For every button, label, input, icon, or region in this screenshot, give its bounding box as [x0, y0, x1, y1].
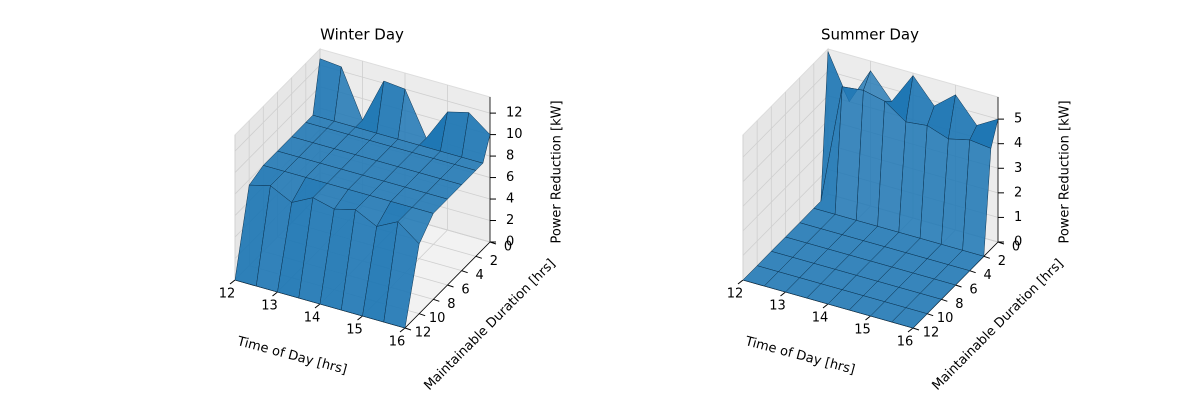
z-axis-label: Power Reduction [kW]: [1058, 100, 1073, 243]
z-tick-label: 4: [1014, 136, 1022, 151]
z-tick-label: 5: [1014, 112, 1022, 127]
y-tick-label: 8: [955, 297, 963, 312]
tick-mark: [737, 279, 744, 285]
y-tick-label: 10: [429, 311, 446, 326]
tick-mark: [272, 291, 278, 297]
z-tick-label: 3: [1014, 161, 1022, 176]
y-tick-label: 4: [984, 268, 992, 283]
z-tick-label: 6: [506, 170, 514, 185]
tick-mark: [419, 313, 426, 317]
tick-mark: [780, 291, 786, 297]
z-tick-label: 8: [506, 149, 514, 164]
grid-line: [742, 169, 829, 256]
x-tick-label: 12: [219, 287, 236, 302]
z-tick-label: 0: [506, 235, 514, 250]
tick-mark: [404, 327, 412, 331]
x-tick-label: 14: [304, 311, 321, 326]
tick-mark: [927, 313, 934, 317]
z-axis-label: Power Reduction [kW]: [550, 100, 565, 243]
grid-line: [234, 64, 321, 152]
tick-mark: [357, 315, 363, 321]
tick-mark: [399, 327, 406, 333]
grid-line: [742, 144, 829, 232]
y-tick-label: 12: [923, 326, 940, 341]
x-tick-label: 13: [261, 299, 278, 314]
grid-line: [742, 70, 829, 158]
z-tick-label: 4: [506, 192, 514, 207]
grid-line: [742, 119, 829, 207]
axis-line: [404, 241, 491, 329]
tick-mark: [907, 327, 914, 333]
surface-patch: [383, 221, 420, 329]
z-tick-label: 0: [1014, 235, 1022, 250]
x-tick-label: 15: [854, 323, 871, 338]
tick-mark: [461, 270, 468, 274]
x-tick-label: 12: [727, 287, 744, 302]
tick-mark: [865, 315, 871, 321]
x-tick-label: 16: [389, 335, 406, 350]
y-tick-label: 10: [937, 311, 954, 326]
chart-title: Winter Day: [320, 26, 404, 44]
y-tick-label: 8: [447, 297, 455, 312]
tick-mark: [433, 298, 440, 302]
tick-mark: [822, 303, 829, 309]
tick-mark: [475, 255, 482, 259]
tick-mark: [983, 255, 990, 259]
y-tick-label: 0: [1012, 240, 1020, 255]
grid-line: [742, 95, 829, 182]
tick-mark: [941, 298, 948, 302]
tick-mark: [955, 284, 962, 288]
tick-mark: [229, 279, 236, 285]
tick-mark: [447, 284, 454, 288]
y-tick-label: 12: [415, 326, 432, 341]
y-tick-label: 6: [461, 283, 469, 298]
z-tick-label: 2: [506, 213, 514, 228]
grid-line: [234, 86, 321, 173]
chart-title: Summer Day: [821, 26, 919, 44]
x-tick-label: 13: [769, 299, 786, 314]
z-tick-label: 1: [1014, 210, 1022, 225]
x-axis-label: Time of Day [hrs]: [743, 334, 857, 378]
y-tick-label: 2: [998, 254, 1006, 269]
tick-mark: [314, 303, 321, 309]
surface-patch: [891, 307, 928, 329]
tick-mark: [912, 327, 920, 331]
z-tick-label: 2: [1014, 185, 1022, 200]
tick-mark: [969, 270, 976, 274]
x-tick-label: 15: [346, 323, 363, 338]
z-tick-label: 10: [506, 127, 523, 142]
x-tick-label: 16: [897, 335, 914, 350]
y-tick-label: 2: [490, 254, 498, 269]
x-tick-label: 14: [812, 311, 829, 326]
y-tick-label: 4: [476, 268, 484, 283]
y-tick-label: 0: [504, 240, 512, 255]
z-tick-label: 12: [506, 106, 523, 121]
y-tick-label: 6: [969, 283, 977, 298]
x-axis-label: Time of Day [hrs]: [235, 334, 349, 378]
